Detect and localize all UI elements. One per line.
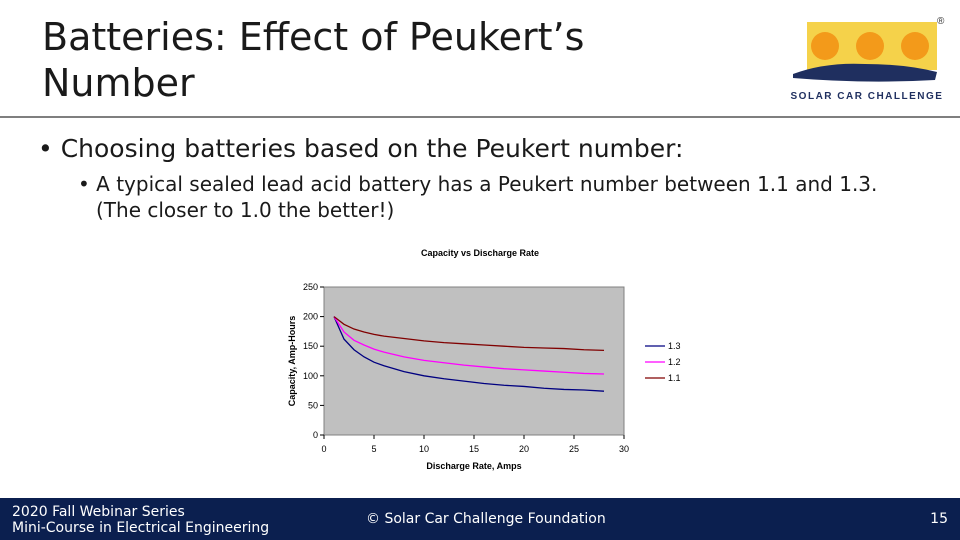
slide-title: Batteries: Effect of Peukert’s Number — [42, 15, 585, 105]
series-line — [333, 316, 605, 375]
footer-course: Mini-Course in Electrical Engineering — [12, 520, 270, 536]
chart-title: Capacity vs Discharge Rate — [421, 248, 539, 258]
x-tick-label: 5 — [371, 444, 376, 454]
x-tick-label: 10 — [419, 444, 429, 454]
logo-mark: ® — [937, 16, 945, 27]
footer-org: © Solar Car Challenge Foundation — [366, 511, 606, 527]
x-tick-label: 20 — [519, 444, 529, 454]
series-line — [333, 316, 605, 351]
x-tick-label: 0 — [321, 444, 326, 454]
logo-text: SOLAR CAR CHALLENGE — [791, 91, 944, 102]
title-rule — [0, 116, 960, 118]
y-axis-label: Capacity, Amp-Hours — [287, 316, 297, 407]
bullet-text: Choosing batteries based on the Peukert … — [60, 134, 684, 163]
x-axis-label: Discharge Rate, Amps — [426, 461, 521, 471]
logo-sun — [856, 32, 884, 60]
x-tick-label: 30 — [619, 444, 629, 454]
legend-label: 1.3 — [668, 341, 681, 351]
footer-left: 2020 Fall Webinar Series Mini-Course in E… — [12, 504, 269, 536]
legend-label: 1.2 — [668, 357, 681, 367]
y-tick-label: 200 — [303, 312, 318, 322]
plot-area — [323, 286, 625, 436]
page-number: 15 — [930, 511, 948, 527]
y-tick-label: 50 — [308, 400, 318, 410]
bullet-text: A typical sealed lead acid battery has a… — [96, 172, 878, 222]
y-tick-label: 100 — [303, 371, 318, 381]
chart: Capacity vs Discharge Rate Discharge Rat… — [287, 248, 681, 471]
logo-car — [793, 63, 937, 82]
logo-sun — [811, 32, 839, 60]
footer: 2020 Fall Webinar Series Mini-Course in E… — [0, 498, 960, 540]
y-tick-label: 150 — [303, 341, 318, 351]
bullet: • Choosing batteries based on the Peuker… — [38, 134, 684, 163]
footer-series: 2020 Fall Webinar Series — [12, 504, 185, 520]
logo: ® SOLAR CAR CHALLENGE — [791, 16, 945, 102]
x-tick-label: 15 — [469, 444, 479, 454]
series-line — [333, 316, 605, 392]
sub-bullet: • A typical sealed lead acid battery has… — [78, 172, 878, 222]
y-tick-label: 0 — [313, 430, 318, 440]
y-tick-label: 250 — [303, 282, 318, 292]
legend-label: 1.1 — [668, 373, 681, 383]
logo-sun — [901, 32, 929, 60]
x-tick-label: 25 — [569, 444, 579, 454]
